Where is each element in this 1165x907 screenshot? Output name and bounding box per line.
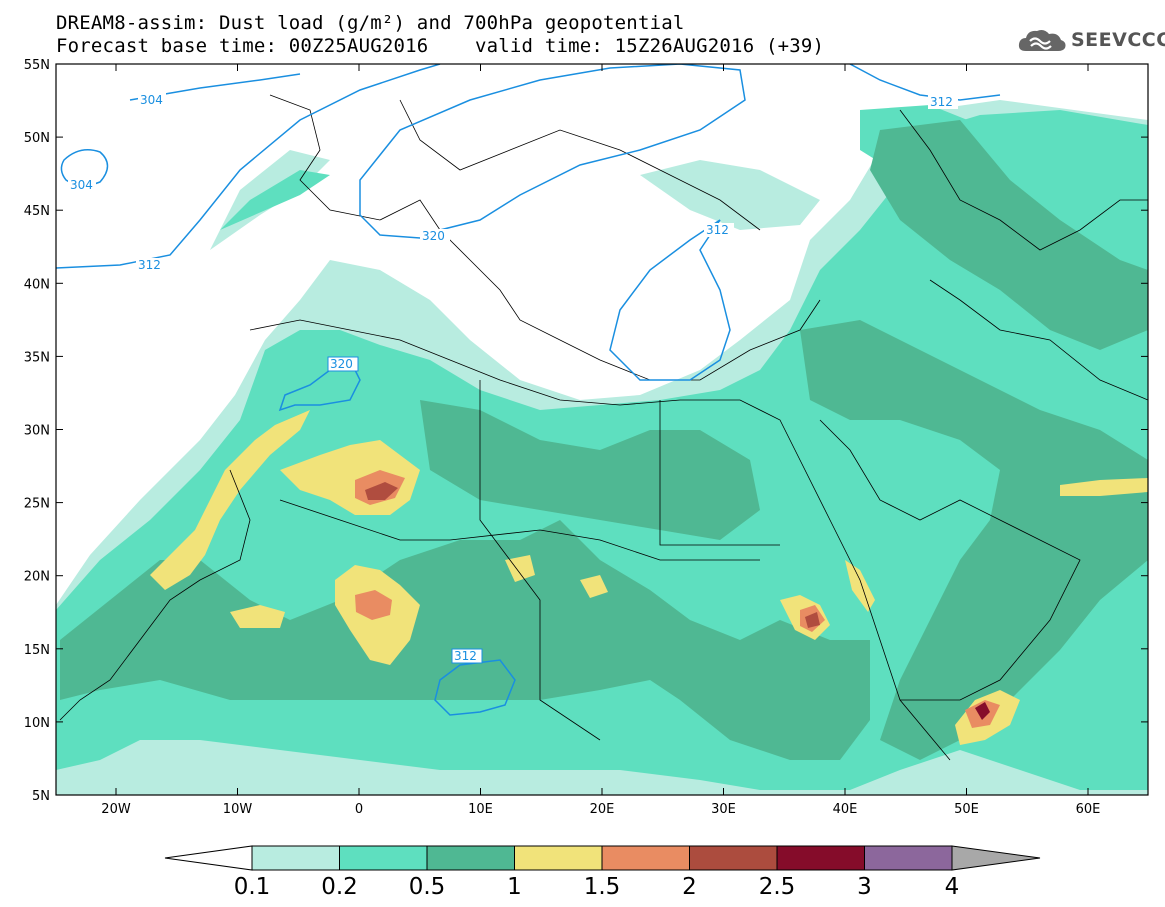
seevccc-logo: SEEVCCC: [1016, 26, 1165, 54]
contour-labels: 304 304 312 320 312 320 312 312: [68, 93, 958, 664]
dust-level-0.5: [870, 120, 1148, 350]
dust-level-2: [975, 702, 990, 720]
colorbar-label: 0.1: [234, 874, 271, 900]
longitude-axis: 20W 10W 0 10E 20E 30E 40E 50E 60E: [101, 64, 1100, 817]
forecast-time-line: Forecast base time: 00Z25AUG2016 valid t…: [56, 35, 825, 57]
colorbar-swatch: [689, 845, 778, 871]
contour-312: [849, 64, 1001, 101]
lat-label: 20N: [24, 570, 50, 585]
colorbar-swatch: [514, 845, 603, 871]
colorbar-label: 2.5: [759, 874, 796, 900]
lon-label: 20W: [101, 802, 131, 817]
dust-level-0.5: [60, 520, 870, 760]
lat-label: 45N: [24, 204, 50, 219]
lat-label: 5N: [32, 789, 50, 804]
coastlines: [59, 94, 1148, 761]
lon-label: 40E: [833, 802, 858, 817]
dust-field: [56, 100, 1148, 795]
contour-label: 304: [140, 93, 163, 107]
map-title: DREAM8-assim: Dust load (g/m²) and 700hP…: [56, 12, 685, 34]
contour-label: 312: [138, 258, 161, 272]
colorbar-label: 1.5: [584, 874, 621, 900]
contour-304: [60, 149, 109, 187]
colorbar-label: 0.5: [409, 874, 446, 900]
contour-label: 304: [70, 178, 93, 192]
lon-label: 30E: [711, 802, 736, 817]
lon-label: 10W: [223, 802, 253, 817]
colorbar-swatch: [339, 845, 428, 871]
lon-label: 10E: [468, 802, 493, 817]
colorbar-swatch: [776, 845, 865, 871]
dust-level-0.1: [640, 160, 820, 230]
dust-level-1: [230, 605, 285, 628]
colorbar-label: 1: [507, 874, 522, 900]
colorbar-swatch: [251, 845, 340, 871]
colorbar-high-arrow: [951, 845, 1041, 871]
contour-312: [609, 219, 731, 381]
dust-level-1: [580, 575, 608, 598]
dust-level-2: [805, 612, 820, 628]
lat-label: 25N: [24, 497, 50, 512]
lat-label: 55N: [24, 58, 50, 73]
colorbar-label: 0.2: [321, 874, 358, 900]
dust-level-1: [845, 560, 875, 612]
contour-label: 320: [330, 357, 353, 371]
colorbar-swatch: [426, 845, 515, 871]
colorbar-label: 3: [857, 874, 872, 900]
lat-label: 50N: [24, 131, 50, 146]
lon-label: 60E: [1076, 802, 1101, 817]
contour-320: [278, 358, 361, 412]
latitude-axis: 55N 50N 45N 40N 35N 30N 25N 20N 15N 10N 5N: [24, 58, 1148, 804]
lat-label: 30N: [24, 424, 50, 439]
contour-label: 312: [706, 223, 729, 237]
dust-level-1: [1060, 478, 1148, 496]
lat-label: 40N: [24, 277, 50, 292]
colorbar-low-arrow: [164, 845, 253, 871]
contour-320: [359, 64, 746, 239]
colorbar-label: 4: [945, 874, 960, 900]
lon-label: 50E: [954, 802, 979, 817]
lon-label: 20E: [590, 802, 615, 817]
dust-level-0.5: [800, 320, 1148, 760]
colorbar-swatch: [864, 845, 953, 871]
lat-label: 35N: [24, 350, 50, 365]
colorbar: 0.1 0.2 0.5 1 1.5 2 2.5 3 4: [164, 845, 1041, 900]
lat-label: 15N: [24, 643, 50, 658]
cloud-icon: [1018, 30, 1066, 51]
contour-312: [56, 64, 441, 269]
contour-312: [434, 659, 516, 716]
contour-label: 312: [930, 95, 953, 109]
dust-level-1: [150, 410, 310, 590]
contour-label: 312: [454, 649, 477, 663]
lon-label: 0: [355, 802, 363, 817]
colorbar-label: 2: [682, 874, 697, 900]
logo-text: SEEVCCC: [1071, 29, 1165, 51]
dust-level-0.5: [420, 400, 760, 540]
dust-level-1: [505, 555, 535, 582]
dust-level-2: [365, 482, 398, 500]
contour-label: 320: [422, 229, 445, 243]
lat-label: 10N: [24, 716, 50, 731]
dust-level-1.5: [355, 590, 392, 620]
colorbar-swatch: [601, 845, 690, 871]
dust-level-0.2: [220, 170, 330, 230]
